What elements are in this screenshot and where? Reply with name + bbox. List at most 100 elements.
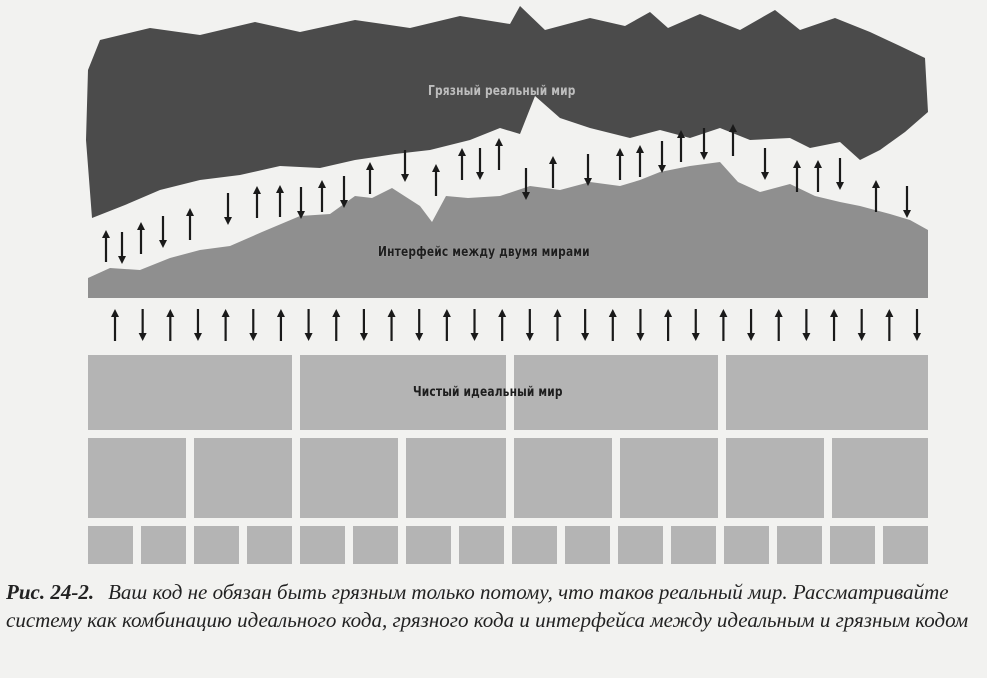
clean-block (565, 526, 610, 564)
arrow-up-icon (677, 130, 685, 162)
diagram-canvas (86, 6, 928, 564)
arrow-down-icon (359, 309, 368, 341)
diagram: Грязный реальный мир Интерфейс между дву… (86, 6, 928, 564)
clean-block (883, 526, 928, 564)
arrow-up-icon (885, 309, 894, 341)
arrow-up-icon (636, 145, 644, 177)
arrow-up-icon (432, 164, 440, 196)
interface-label: Интерфейс между двумя мирами (378, 245, 590, 260)
arrow-down-icon (470, 309, 479, 341)
arrow-down-icon (297, 187, 305, 219)
clean-block (300, 355, 506, 430)
arrow-up-icon (553, 309, 562, 341)
arrow-up-icon (253, 186, 261, 218)
arrow-up-icon (729, 124, 737, 156)
arrow-up-icon (608, 309, 617, 341)
clean-block (618, 526, 663, 564)
clean-block (777, 526, 822, 564)
arrow-down-icon (802, 309, 811, 341)
clean-block (88, 438, 186, 518)
arrow-up-icon (549, 156, 557, 188)
clean-block (247, 526, 292, 564)
arrow-up-icon (774, 309, 783, 341)
arrow-down-icon (522, 168, 530, 200)
clean-block (194, 526, 239, 564)
arrow-up-icon (276, 309, 285, 341)
arrow-down-icon (415, 309, 424, 341)
arrow-up-icon (387, 309, 396, 341)
arrow-down-icon (476, 148, 484, 180)
arrow-up-icon (830, 309, 839, 341)
arrow-down-icon (304, 309, 313, 341)
arrow-down-icon (159, 216, 167, 248)
arrow-down-icon (401, 150, 409, 182)
clean-world-blocks (88, 355, 928, 564)
arrow-down-icon (691, 309, 700, 341)
arrow-down-icon (584, 154, 592, 186)
clean-block (726, 355, 928, 430)
clean-world-label: Чистый идеальный мир (413, 385, 563, 400)
clean-block (194, 438, 292, 518)
arrow-down-icon (857, 309, 866, 341)
arrow-down-icon (249, 309, 258, 341)
arrow-down-icon (525, 309, 534, 341)
arrow-down-icon (224, 193, 232, 225)
clean-block (141, 526, 186, 564)
clean-block (353, 526, 398, 564)
arrow-up-icon (366, 162, 374, 194)
arrow-up-icon (166, 309, 175, 341)
clean-block (671, 526, 716, 564)
caption-text: Ваш код не обязан быть грязным только по… (6, 580, 969, 632)
arrow-down-icon (581, 309, 590, 341)
arrow-down-icon (836, 158, 844, 190)
arrow-up-icon (719, 309, 728, 341)
clean-block (406, 526, 451, 564)
clean-block (300, 526, 345, 564)
arrow-down-icon (118, 232, 126, 264)
dirty-world-region (86, 6, 928, 218)
arrow-down-icon (340, 176, 348, 208)
arrow-up-icon (102, 230, 110, 262)
arrow-up-icon (814, 160, 822, 192)
arrow-down-icon (138, 309, 147, 341)
arrow-up-icon (221, 309, 230, 341)
arrow-up-icon (872, 180, 880, 212)
arrow-down-icon (747, 309, 756, 341)
arrow-up-icon (793, 160, 801, 192)
arrow-up-icon (616, 148, 624, 180)
arrow-down-icon (761, 148, 769, 180)
arrow-up-icon (332, 309, 341, 341)
arrow-up-icon (318, 180, 326, 212)
arrow-down-icon (658, 141, 666, 173)
clean-block (88, 355, 292, 430)
arrow-up-icon (442, 309, 451, 341)
arrow-down-icon (193, 309, 202, 341)
clean-block (830, 526, 875, 564)
arrow-up-icon (137, 222, 145, 254)
interface-region (88, 162, 928, 298)
clean-block (726, 438, 824, 518)
clean-block (620, 438, 718, 518)
arrow-up-icon (495, 138, 503, 170)
arrow-up-icon (276, 185, 284, 217)
arrow-up-icon (498, 309, 507, 341)
clean-block (88, 526, 133, 564)
arrow-up-icon (458, 148, 466, 180)
clean-block (512, 526, 557, 564)
arrow-up-icon (186, 208, 194, 240)
arrow-up-icon (111, 309, 119, 341)
clean-block (459, 526, 504, 564)
clean-block (514, 438, 612, 518)
figure-caption: Рис. 24-2. Ваш код не обязан быть грязным… (6, 578, 981, 634)
clean-block (406, 438, 506, 518)
arrow-down-icon (700, 128, 708, 160)
arrow-down-icon (913, 309, 921, 341)
arrows-group (102, 124, 921, 341)
clean-block (514, 355, 718, 430)
dirty-world-label: Грязный реальный мир (428, 84, 576, 99)
caption-number: Рис. 24-2. (6, 580, 95, 604)
arrow-down-icon (903, 186, 911, 218)
clean-block (300, 438, 398, 518)
clean-block (724, 526, 769, 564)
arrow-up-icon (664, 309, 673, 341)
